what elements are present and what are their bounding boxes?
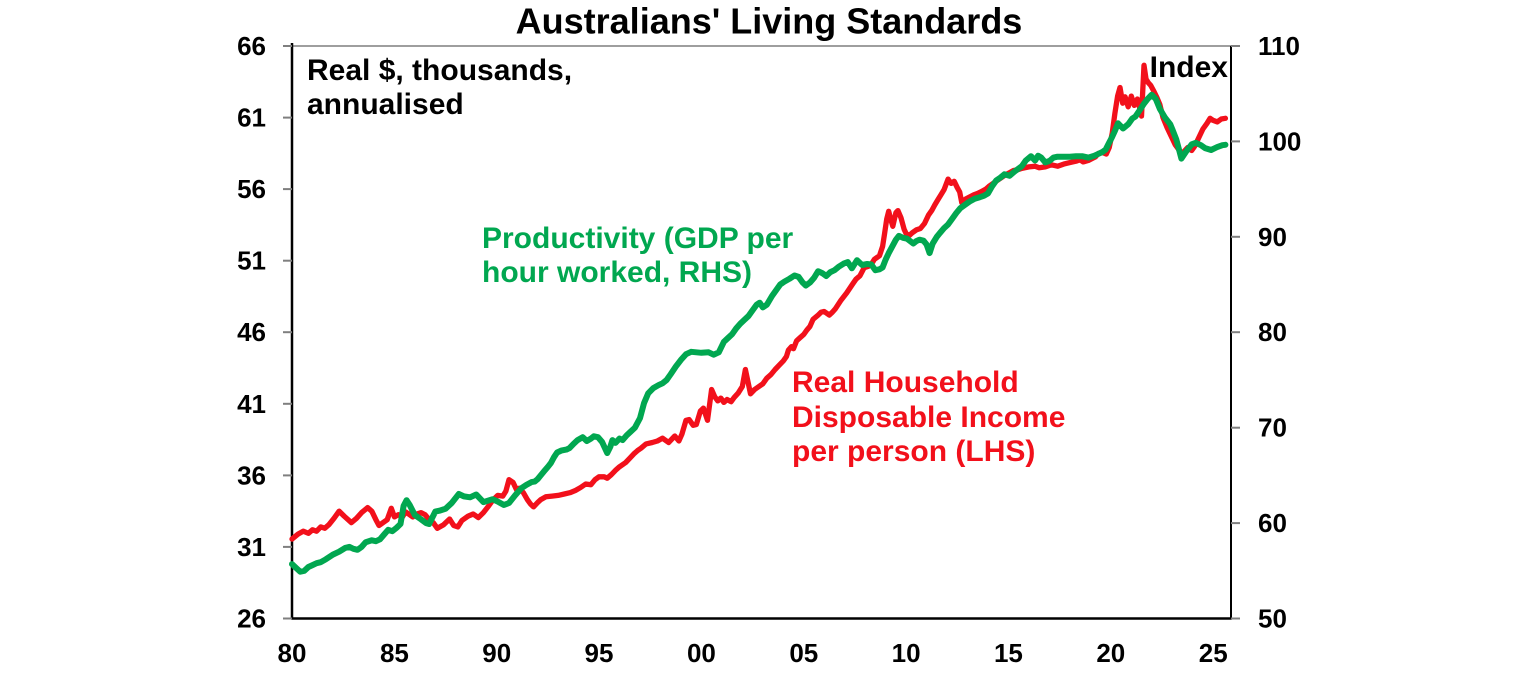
svg-text:hour worked, RHS): hour worked, RHS): [482, 256, 752, 289]
svg-text:56: 56: [237, 174, 266, 204]
svg-text:20: 20: [1096, 638, 1125, 668]
svg-text:Real $, thousands,: Real $, thousands,: [307, 54, 572, 87]
svg-text:Index: Index: [1150, 51, 1229, 84]
svg-text:25: 25: [1199, 638, 1228, 668]
svg-text:Real Household: Real Household: [792, 366, 1019, 399]
svg-text:per person (LHS): per person (LHS): [792, 435, 1035, 468]
svg-text:Disposable Income: Disposable Income: [792, 401, 1065, 434]
svg-text:36: 36: [237, 460, 266, 490]
svg-text:Australians' Living Standards: Australians' Living Standards: [516, 1, 1023, 42]
svg-text:61: 61: [237, 103, 266, 133]
svg-text:05: 05: [789, 638, 818, 668]
svg-text:46: 46: [237, 317, 266, 347]
svg-text:Productivity (GDP per: Productivity (GDP per: [482, 222, 794, 255]
svg-text:85: 85: [380, 638, 409, 668]
svg-text:15: 15: [994, 638, 1023, 668]
svg-text:110: 110: [1258, 31, 1300, 61]
svg-text:66: 66: [237, 31, 266, 61]
svg-text:31: 31: [237, 532, 266, 562]
svg-text:90: 90: [1258, 222, 1287, 252]
svg-text:41: 41: [237, 389, 266, 419]
svg-text:10: 10: [892, 638, 921, 668]
svg-text:00: 00: [687, 638, 716, 668]
svg-text:70: 70: [1258, 413, 1287, 443]
svg-text:80: 80: [278, 638, 307, 668]
svg-text:26: 26: [237, 604, 266, 634]
svg-text:annualised: annualised: [307, 88, 464, 121]
svg-text:80: 80: [1258, 317, 1287, 347]
svg-text:100: 100: [1258, 126, 1301, 156]
svg-text:50: 50: [1258, 604, 1287, 634]
svg-text:90: 90: [482, 638, 511, 668]
svg-text:60: 60: [1258, 508, 1287, 538]
svg-text:51: 51: [237, 246, 266, 276]
svg-text:95: 95: [585, 638, 614, 668]
